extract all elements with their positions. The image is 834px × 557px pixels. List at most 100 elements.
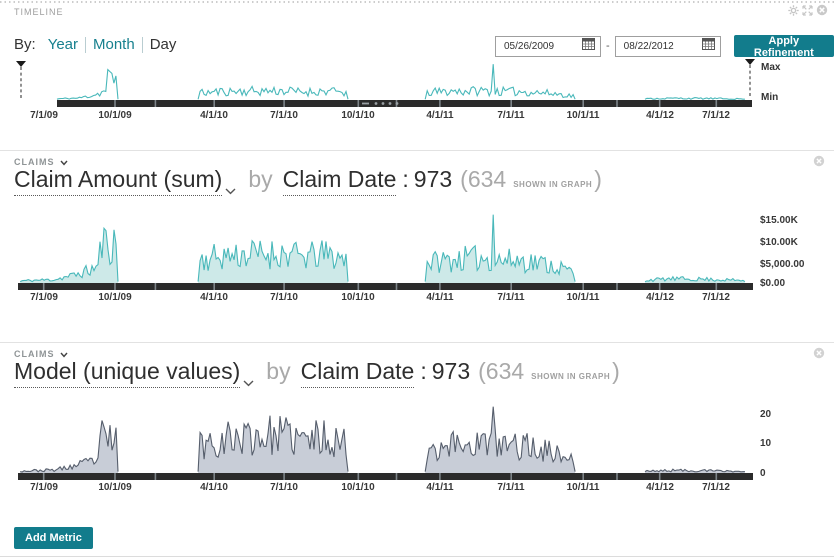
model-chart[interactable] (0, 394, 834, 486)
x-tick-label: 10/1/11 (566, 482, 600, 493)
shown-count: 634 (485, 358, 525, 384)
paren-open: ( (478, 358, 486, 384)
panel-title: TIMELINE (14, 7, 64, 17)
dimension-dropdown[interactable]: Claim Date (300, 358, 415, 388)
metric-title: Claim Amount (sum) by Claim Date : 973 (… (14, 166, 602, 201)
x-tick-label: 7/1/10 (270, 482, 298, 493)
total-count: 973 (431, 358, 471, 384)
y-tick-label: 10 (760, 438, 772, 449)
chevron-down-icon[interactable] (243, 358, 254, 393)
dimension-dropdown[interactable]: Claim Date (282, 166, 397, 196)
colon: : (402, 166, 409, 192)
date-range-separator: - (606, 40, 610, 52)
range-handle-right[interactable] (745, 59, 755, 65)
x-tick-label: 10/1/09 (98, 292, 132, 303)
close-icon[interactable] (816, 4, 828, 16)
timeline-axis-labels: 7/1/09 10/1/09 4/1/10 7/1/10 10/1/10 4/1/11 7/… (0, 110, 834, 122)
x-tick-label: 7/1/12 (702, 292, 730, 303)
y-tick-label: $5,000.00 (760, 259, 805, 270)
x-tick-label: 4/1/10 (200, 110, 228, 121)
range-min-label: Min (761, 92, 779, 103)
date-from-input[interactable] (504, 40, 582, 52)
group-dropdown-claims[interactable]: CLAIMS (14, 153, 68, 171)
x-tick-label: 7/1/09 (30, 292, 58, 303)
paren-close: ) (594, 166, 602, 192)
metric-name-dropdown[interactable]: Model (unique values) (14, 358, 241, 388)
claim-amount-axis-labels: 7/1/09 10/1/09 4/1/10 7/1/10 10/1/10 4/1/11 7/… (0, 292, 834, 304)
date-from-field[interactable] (495, 35, 601, 57)
x-tick-label: 7/1/12 (702, 110, 730, 121)
model-axis-labels: 7/1/09 10/1/09 4/1/10 7/1/10 10/1/10 4/1/11 7/… (0, 482, 834, 494)
x-tick-label: 7/1/11 (497, 110, 525, 121)
x-tick-label: 7/1/10 (270, 292, 298, 303)
chevron-down-icon (59, 345, 68, 363)
section-divider (0, 150, 834, 151)
x-tick-label: 4/1/10 (200, 292, 228, 303)
gear-icon[interactable] (788, 4, 799, 16)
x-tick-label: 10/1/10 (341, 292, 375, 303)
by-word: by (266, 358, 291, 384)
granularity-separator (85, 36, 86, 53)
chevron-down-icon[interactable] (225, 166, 236, 201)
x-tick-label: 4/1/11 (426, 110, 454, 121)
calendar-icon[interactable] (582, 37, 595, 55)
x-tick-label: 4/1/12 (646, 482, 674, 493)
x-tick-label: 7/1/09 (30, 110, 58, 121)
section-close-icon[interactable] (813, 154, 825, 172)
apply-refinement-button[interactable]: Apply Refinement (733, 35, 834, 59)
range-handle-left[interactable] (16, 61, 26, 67)
x-tick-label: 7/1/10 (270, 110, 298, 121)
by-label: By: (14, 36, 36, 53)
date-to-input[interactable] (623, 40, 702, 52)
granularity-month[interactable]: Month (93, 36, 135, 53)
x-tick-label: 4/1/11 (426, 482, 454, 493)
claim-amount-chart[interactable] (0, 206, 834, 296)
paren-close: ) (612, 358, 620, 384)
granularity-separator (141, 36, 143, 53)
metric-name-dropdown[interactable]: Claim Amount (sum) (14, 166, 223, 196)
shown-in-graph-note: SHOWN IN GRAPH (513, 180, 593, 189)
section-close-icon[interactable] (813, 346, 825, 364)
y-tick-label: 20 (760, 409, 772, 420)
shown-in-graph-note: SHOWN IN GRAPH (531, 372, 611, 381)
x-tick-label: 7/1/11 (497, 292, 525, 303)
chevron-down-icon (59, 153, 68, 171)
x-tick-label: 4/1/12 (646, 110, 674, 121)
x-tick-label: 4/1/12 (646, 292, 674, 303)
x-tick-label: 10/1/09 (98, 110, 132, 121)
x-tick-label: 10/1/11 (566, 110, 600, 121)
granularity-year[interactable]: Year (47, 36, 78, 53)
x-tick-label: 10/1/10 (341, 110, 375, 121)
timeline-brush-chart[interactable] (0, 58, 834, 114)
paren-open: ( (460, 166, 468, 192)
x-tick-label: 7/1/12 (702, 482, 730, 493)
y-tick-label: $0.00 (760, 278, 786, 289)
panel-top-dotted-border (0, 1, 834, 3)
colon: : (420, 358, 427, 384)
group-dropdown-claims[interactable]: CLAIMS (14, 345, 68, 363)
expand-icon[interactable] (802, 4, 813, 16)
x-tick-label: 7/1/11 (497, 482, 525, 493)
add-metric-button[interactable]: Add Metric (14, 527, 93, 549)
range-max-label: Max (761, 62, 781, 73)
calendar-icon[interactable] (701, 37, 715, 55)
x-tick-label: 10/1/11 (566, 292, 600, 303)
y-tick-label: 0 (760, 468, 766, 479)
x-tick-label: 10/1/10 (341, 482, 375, 493)
metric-title: Model (unique values) by Claim Date : 97… (14, 358, 620, 393)
date-to-field[interactable] (614, 35, 721, 57)
group-label: CLAIMS (14, 349, 55, 359)
y-tick-label: $15.00K (760, 215, 798, 226)
granularity-day[interactable]: Day (149, 36, 177, 53)
x-tick-label: 10/1/09 (98, 482, 132, 493)
shown-count: 634 (467, 166, 507, 192)
group-label: CLAIMS (14, 157, 55, 167)
x-tick-label: 7/1/09 (30, 482, 58, 493)
x-tick-label: 4/1/10 (200, 482, 228, 493)
y-tick-label: $10.00K (760, 237, 798, 248)
section-divider (0, 342, 834, 343)
total-count: 973 (413, 166, 453, 192)
x-tick-label: 4/1/11 (426, 292, 454, 303)
by-word: by (248, 166, 273, 192)
